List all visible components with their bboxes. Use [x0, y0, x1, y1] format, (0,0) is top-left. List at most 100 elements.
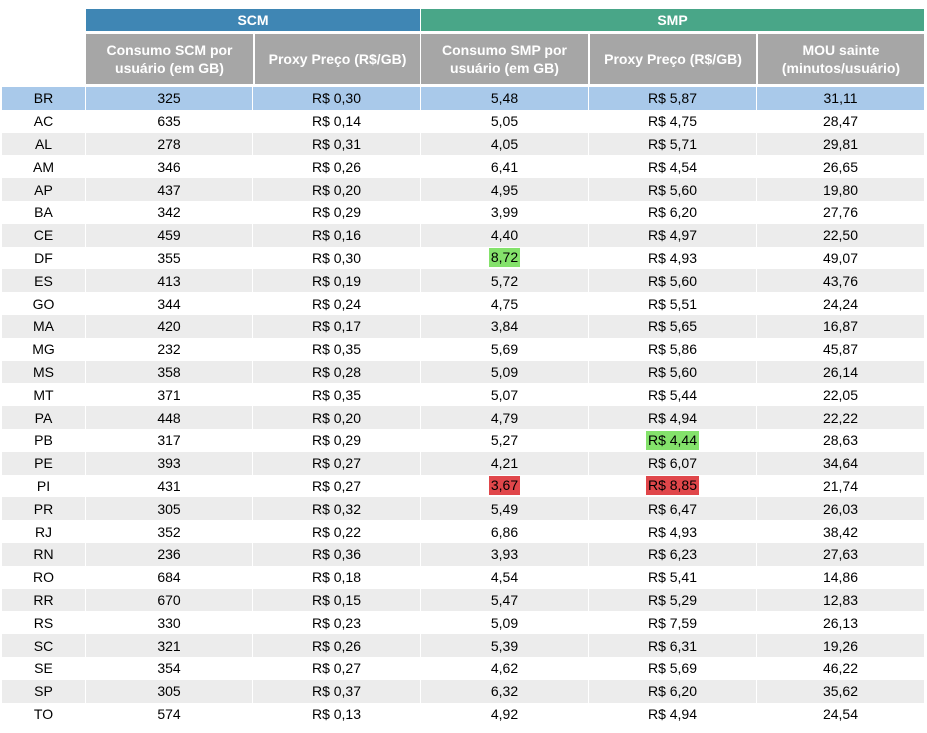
- value-cell: 393: [86, 451, 253, 475]
- value-cell: 330: [86, 611, 253, 635]
- value-cell: 34,64: [822, 455, 859, 472]
- highlighted-value: R$ 4,44: [645, 430, 700, 450]
- value-cell: R$ 0,36: [253, 542, 421, 566]
- value-cell: R$ 0,35: [253, 337, 421, 361]
- value-cell: R$ 0,29: [253, 428, 421, 452]
- state-cell: MS: [2, 360, 86, 384]
- value-cell: 5,69: [421, 337, 589, 361]
- value-cell: 6,32: [421, 679, 589, 703]
- value-cell: 6,86: [421, 520, 589, 543]
- table-row: CE 459 R$ 0,16 4,40 R$ 4,97 22,50: [2, 223, 924, 247]
- state-cell: PE: [2, 451, 86, 475]
- state-cell: MA: [2, 314, 86, 338]
- state-cell: PI: [2, 474, 86, 498]
- state-cell: RR: [2, 588, 86, 612]
- state-cell: CE: [2, 223, 86, 247]
- value-cell: 5,39: [421, 634, 589, 657]
- value-cell: R$ 5,60: [589, 178, 757, 201]
- value-cell: R$ 4,75: [589, 109, 757, 133]
- value-cell: R$ 5,86: [589, 337, 757, 361]
- value-cell: R$ 0,19: [253, 269, 421, 293]
- state-cell: RN: [2, 542, 86, 566]
- value-cell: R$ 5,60: [589, 360, 757, 384]
- value-cell: 431: [86, 474, 253, 498]
- value-cell: R$ 0,14: [253, 109, 421, 133]
- value-cell: R$ 0,28: [253, 360, 421, 384]
- state-cell: RJ: [2, 520, 86, 543]
- column-header-mou-sainte: MOU sainte (minutos/usuário): [758, 34, 924, 84]
- value-cell: R$ 0,16: [253, 223, 421, 247]
- value-cell: R$ 7,59: [589, 611, 757, 635]
- state-cell: AP: [2, 178, 86, 201]
- value-cell: 16,87: [822, 318, 859, 335]
- state-cell: BR: [2, 87, 86, 110]
- state-cell: ES: [2, 269, 86, 293]
- value-cell: 46,22: [822, 660, 859, 677]
- value-cell: 28,63: [822, 432, 859, 449]
- value-cell: 29,81: [822, 135, 859, 152]
- state-cell: SP: [2, 679, 86, 703]
- value-cell: 4,62: [421, 656, 589, 680]
- table-row: RR 670 R$ 0,15 5,47 R$ 5,29 12,83: [2, 588, 924, 612]
- value-cell: 8,72: [421, 246, 589, 270]
- column-header-proxy-preco-smp: Proxy Preço (R$/GB): [590, 34, 756, 84]
- value-cell: 5,49: [421, 497, 589, 521]
- table-row: PE 393 R$ 0,27 4,21 R$ 6,07 34,64: [2, 451, 924, 475]
- value-cell: 19,80: [822, 181, 859, 198]
- table-row: RO 684 R$ 0,18 4,54 R$ 5,41 14,86: [2, 565, 924, 589]
- value-cell: 448: [86, 406, 253, 429]
- value-cell: 317: [86, 428, 253, 452]
- state-cell: MT: [2, 383, 86, 407]
- value-cell: 413: [86, 269, 253, 293]
- table-row: PA 448 R$ 0,20 4,79 R$ 4,94 22,22: [2, 406, 924, 429]
- value-cell: 12,83: [822, 591, 859, 608]
- value-cell: R$ 4,54: [589, 155, 757, 179]
- table-row: SE 354 R$ 0,27 4,62 R$ 5,69 46,22: [2, 656, 924, 680]
- value-cell: 3,84: [421, 314, 589, 338]
- state-cell: AL: [2, 132, 86, 156]
- value-cell: 371: [86, 383, 253, 407]
- value-cell: R$ 6,20: [589, 200, 757, 224]
- value-cell: R$ 5,71: [589, 132, 757, 156]
- value-cell: 305: [86, 497, 253, 521]
- table-row: DF 355 R$ 0,30 8,72 R$ 4,93 49,07: [2, 246, 924, 270]
- table-row: AM 346 R$ 0,26 6,41 R$ 4,54 26,65: [2, 155, 924, 179]
- value-cell: 22,05: [822, 386, 859, 403]
- state-cell: PA: [2, 406, 86, 429]
- value-cell: R$ 6,23: [589, 542, 757, 566]
- value-cell: 4,54: [421, 565, 589, 589]
- value-cell: 684: [86, 565, 253, 589]
- value-cell: R$ 4,93: [589, 520, 757, 543]
- state-cell: PB: [2, 428, 86, 452]
- value-cell: R$ 0,23: [253, 611, 421, 635]
- value-cell: R$ 0,29: [253, 200, 421, 224]
- value-cell: R$ 0,22: [253, 520, 421, 543]
- value-cell: 5,72: [421, 269, 589, 293]
- value-cell: R$ 0,30: [253, 246, 421, 270]
- group-header-scm: SCM: [86, 9, 420, 31]
- table-row: PR 305 R$ 0,32 5,49 R$ 6,47 26,03: [2, 497, 924, 521]
- state-cell: AM: [2, 155, 86, 179]
- state-cell: SC: [2, 634, 86, 657]
- value-cell: R$ 4,94: [589, 702, 757, 726]
- value-cell: R$ 0,24: [253, 292, 421, 315]
- value-cell: 574: [86, 702, 253, 726]
- value-cell: 26,13: [822, 614, 859, 631]
- highlighted-value: R$ 8,85: [645, 476, 700, 496]
- value-cell: 27,76: [822, 204, 859, 221]
- highlighted-value: 3,67: [488, 476, 521, 496]
- value-cell: R$ 4,94: [589, 406, 757, 429]
- value-cell: 4,95: [421, 178, 589, 201]
- value-cell: 670: [86, 588, 253, 612]
- value-cell: 437: [86, 178, 253, 201]
- value-cell: R$ 0,15: [253, 588, 421, 612]
- state-cell: RS: [2, 611, 86, 635]
- value-cell: R$ 0,27: [253, 451, 421, 475]
- column-header-consumo-scm: Consumo SCM por usuário (em GB): [86, 34, 253, 84]
- value-cell: R$ 6,47: [589, 497, 757, 521]
- table-row: AC 635 R$ 0,14 5,05 R$ 4,75 28,47: [2, 109, 924, 133]
- table-row: ES 413 R$ 0,19 5,72 R$ 5,60 43,76: [2, 269, 924, 293]
- table-row: PB 317 R$ 0,29 5,27 R$ 4,44 28,63: [2, 428, 924, 452]
- value-cell: R$ 0,17: [253, 314, 421, 338]
- highlighted-value: 8,72: [488, 248, 521, 268]
